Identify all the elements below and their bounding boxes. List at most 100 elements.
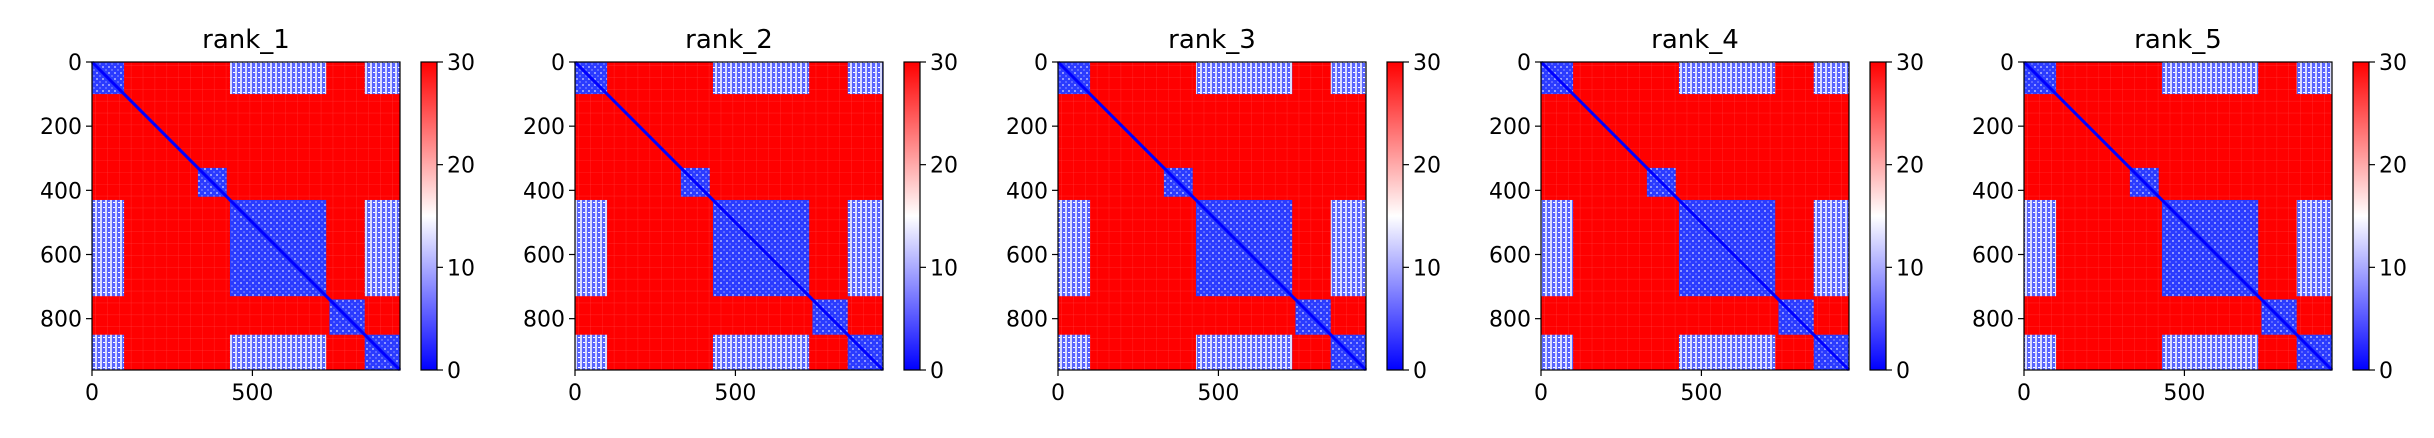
heatmap-cross-block bbox=[575, 199, 608, 297]
y-tick-label: 800 bbox=[1972, 308, 2014, 333]
x-tick-label: 0 bbox=[568, 381, 582, 406]
x-tick-label: 500 bbox=[231, 381, 273, 406]
y-tick-label: 600 bbox=[40, 244, 82, 269]
x-tick-label: 0 bbox=[2017, 381, 2031, 406]
heatmap-cross-block bbox=[2296, 199, 2332, 297]
heatmap-cross-block bbox=[1541, 199, 1574, 297]
heatmap-cross-block bbox=[1678, 62, 1776, 95]
heatmap-cross-block bbox=[1058, 334, 1091, 370]
y-tick-label: 0 bbox=[1034, 51, 1048, 76]
subplot-3: rank_3 0 200 400 600 800 0 500 0 10 20 30 bbox=[1006, 25, 1441, 406]
colorbar-tick-label: 10 bbox=[2379, 256, 2407, 281]
x-tick-label: 500 bbox=[2163, 381, 2205, 406]
subplot-1: rank_1 0 200 400 600 800 0 500 0 10 20 30 bbox=[40, 25, 475, 406]
heatmap-diagonal bbox=[1539, 60, 1851, 372]
colorbar-tick-label: 30 bbox=[447, 51, 475, 76]
y-tick-label: 800 bbox=[1006, 308, 1048, 333]
heatmap-cross-block bbox=[1195, 334, 1293, 370]
colorbar-tick-label: 0 bbox=[1896, 359, 1910, 384]
colorbar bbox=[903, 61, 921, 371]
y-tick-label: 800 bbox=[40, 308, 82, 333]
x-tick-label: 500 bbox=[714, 381, 756, 406]
heatmap-diagonal bbox=[573, 60, 885, 372]
heatmap-frame bbox=[1540, 61, 1850, 371]
heatmap-cross-block bbox=[712, 334, 810, 370]
colorbar-tick-label: 30 bbox=[930, 51, 958, 76]
heatmap-cross-block bbox=[847, 62, 883, 95]
x-tick-label: 0 bbox=[1534, 381, 1548, 406]
y-tick-label: 600 bbox=[1972, 244, 2014, 269]
colorbar-tick-label: 10 bbox=[1896, 256, 1924, 281]
colorbar-tick-label: 0 bbox=[1413, 359, 1427, 384]
y-tick-label: 200 bbox=[523, 115, 565, 140]
x-tick-label: 0 bbox=[1051, 381, 1065, 406]
y-tick-label: 0 bbox=[551, 51, 565, 76]
heatmap-cross-block bbox=[1541, 334, 1574, 370]
heatmap-cross-block bbox=[1195, 62, 1293, 95]
y-tick-label: 200 bbox=[1489, 115, 1531, 140]
colorbar-tick-label: 20 bbox=[930, 154, 958, 179]
y-tick-label: 0 bbox=[1517, 51, 1531, 76]
y-tick-label: 400 bbox=[1006, 179, 1048, 204]
heatmap-diagonal bbox=[2022, 60, 2334, 372]
heatmap-cross-block bbox=[1330, 62, 1366, 95]
colorbar-tick-label: 20 bbox=[2379, 154, 2407, 179]
subplot-title: rank_2 bbox=[685, 25, 773, 55]
heatmap-cross-block bbox=[2296, 62, 2332, 95]
colorbar-tick-label: 20 bbox=[1896, 154, 1924, 179]
heatmap-cross-block bbox=[1813, 62, 1849, 95]
heatmap-cross-block bbox=[229, 62, 327, 95]
colorbar bbox=[420, 61, 438, 371]
heatmap-frame bbox=[91, 61, 401, 371]
heatmap-cross-block bbox=[1678, 334, 1776, 370]
colorbar-tick-label: 10 bbox=[447, 256, 475, 281]
y-tick-label: 400 bbox=[523, 179, 565, 204]
colorbar-tick-label: 30 bbox=[1896, 51, 1924, 76]
heatmap-frame bbox=[1057, 61, 1367, 371]
y-tick-label: 200 bbox=[40, 115, 82, 140]
colorbar-tick-label: 0 bbox=[930, 359, 944, 384]
heatmap-diagonal bbox=[90, 60, 402, 372]
colorbar-tick-label: 20 bbox=[447, 154, 475, 179]
y-tick-label: 800 bbox=[523, 308, 565, 333]
colorbar-tick-label: 20 bbox=[1413, 154, 1441, 179]
y-tick-label: 400 bbox=[1972, 179, 2014, 204]
colorbar bbox=[1869, 61, 1887, 371]
heatmap-cross-block bbox=[92, 199, 125, 297]
colorbar-tick-label: 30 bbox=[2379, 51, 2407, 76]
y-tick-label: 600 bbox=[1006, 244, 1048, 269]
heatmap-cross-block bbox=[92, 334, 125, 370]
y-tick-label: 600 bbox=[1489, 244, 1531, 269]
colorbar bbox=[1386, 61, 1404, 371]
y-tick-label: 400 bbox=[40, 179, 82, 204]
heatmap-cross-block bbox=[364, 199, 400, 297]
x-tick-label: 0 bbox=[85, 381, 99, 406]
colorbar-tick-label: 0 bbox=[2379, 359, 2393, 384]
subplot-5: rank_5 0 200 400 600 800 0 500 0 10 20 30 bbox=[1972, 25, 2407, 406]
heatmap-cross-block bbox=[1330, 199, 1366, 297]
heatmap-frame bbox=[574, 61, 884, 371]
y-tick-label: 600 bbox=[523, 244, 565, 269]
y-tick-label: 0 bbox=[68, 51, 82, 76]
subplot-title: rank_1 bbox=[202, 25, 290, 55]
heatmap-cross-block bbox=[712, 62, 810, 95]
heatmap-cross-block bbox=[2024, 199, 2057, 297]
x-tick-label: 500 bbox=[1197, 381, 1239, 406]
heatmap-cross-block bbox=[575, 334, 608, 370]
y-tick-label: 800 bbox=[1489, 308, 1531, 333]
colorbar-tick-label: 30 bbox=[1413, 51, 1441, 76]
colorbar bbox=[2352, 61, 2370, 371]
colorbar-tick-label: 10 bbox=[930, 256, 958, 281]
heatmap-cross-block bbox=[1813, 199, 1849, 297]
y-tick-label: 200 bbox=[1972, 115, 2014, 140]
subplot-2: rank_2 0 200 400 600 800 0 500 0 10 20 30 bbox=[523, 25, 958, 406]
heatmap-cross-block bbox=[364, 62, 400, 95]
y-tick-label: 0 bbox=[2000, 51, 2014, 76]
heatmap-cross-block bbox=[2161, 334, 2259, 370]
subplot-title: rank_3 bbox=[1168, 25, 1256, 55]
y-tick-label: 400 bbox=[1489, 179, 1531, 204]
heatmap-diagonal bbox=[1056, 60, 1368, 372]
x-tick-label: 500 bbox=[1680, 381, 1722, 406]
heatmap-cross-block bbox=[229, 334, 327, 370]
